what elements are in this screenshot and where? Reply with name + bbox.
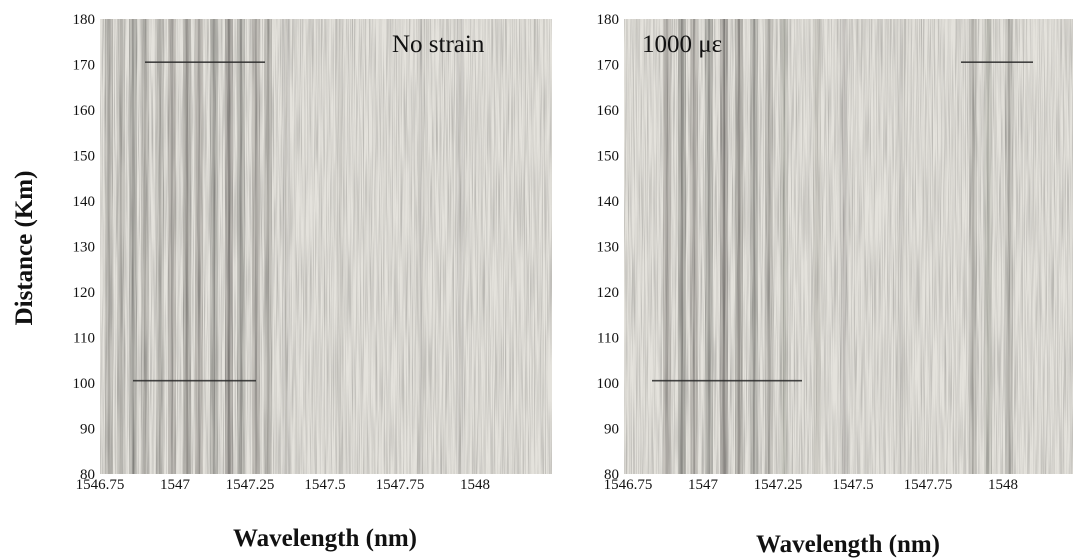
x-tick-label: 1547.75 <box>904 477 953 493</box>
event-lines <box>133 61 265 382</box>
y-axis-label: Distance (Km) <box>11 171 38 326</box>
x-tick-label: 1547.5 <box>304 477 345 493</box>
y-tick-label: 170 <box>73 58 96 74</box>
y-tick-label: 80 <box>604 467 619 483</box>
x-tick-label: 1546.75 <box>76 477 125 493</box>
x-tick-label: 1546.75 <box>604 477 653 493</box>
y-tick-label: 80 <box>80 467 95 483</box>
y-tick-label: 100 <box>597 376 620 392</box>
y-tick-label: 120 <box>597 285 620 301</box>
x-tick-label: 1547.25 <box>226 477 275 493</box>
y-tick-label: 150 <box>597 149 620 165</box>
y-axis: 80 90 100 110 120 130 140 150 160 170 180 <box>73 12 96 483</box>
x-tick-label: 1547.25 <box>754 477 803 493</box>
panel-annotation: 1000 με <box>642 31 722 58</box>
y-axis: 80 90 100 110 120 130 140 150 160 170 180 <box>597 12 620 483</box>
x-axis: 1546.75 1547 1547.25 1547.5 1547.75 1548 <box>604 477 1018 493</box>
texture-overlay <box>100 19 552 474</box>
texture-overlay <box>624 19 1073 474</box>
x-tick-label: 1547.5 <box>832 477 873 493</box>
x-tick-label: 1548 <box>988 477 1018 493</box>
y-tick-label: 170 <box>597 58 620 74</box>
x-axis-label: Wavelength (nm) <box>756 531 940 558</box>
x-tick-label: 1547 <box>160 477 191 493</box>
y-tick-label: 150 <box>73 149 96 165</box>
y-tick-label: 130 <box>597 240 620 256</box>
y-tick-label: 100 <box>73 376 96 392</box>
y-tick-label: 160 <box>597 103 620 119</box>
y-tick-label: 120 <box>73 285 96 301</box>
panel-annotation: No strain <box>392 31 485 58</box>
y-tick-label: 160 <box>73 103 96 119</box>
y-tick-label: 180 <box>73 12 96 28</box>
y-tick-label: 90 <box>80 422 95 438</box>
x-axis-label: Wavelength (nm) <box>233 525 417 552</box>
y-tick-label: 110 <box>73 331 95 347</box>
y-tick-label: 180 <box>597 12 620 28</box>
x-tick-label: 1547.75 <box>376 477 425 493</box>
x-tick-label: 1547 <box>688 477 719 493</box>
event-lines <box>652 61 1033 382</box>
x-tick-label: 1548 <box>460 477 490 493</box>
x-axis: 1546.75 1547 1547.25 1547.5 1547.75 1548 <box>76 477 490 493</box>
y-tick-label: 140 <box>597 194 620 210</box>
y-tick-label: 110 <box>597 331 619 347</box>
y-tick-label: 130 <box>73 240 96 256</box>
y-tick-label: 90 <box>604 422 619 438</box>
y-tick-label: 140 <box>73 194 96 210</box>
